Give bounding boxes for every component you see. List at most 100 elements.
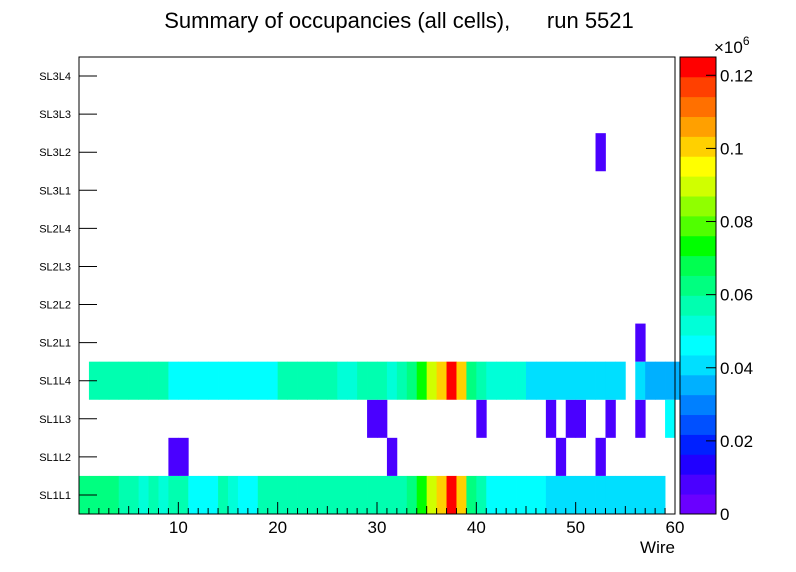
cell-sl1l1-wire-19: [267, 475, 279, 514]
cell-sl1l1-wire-2: [98, 475, 110, 514]
cell-sl1l4-wire-27: [347, 361, 358, 400]
color-scale-band: [680, 335, 716, 356]
cell-sl1l1-wire-15: [228, 475, 239, 514]
x-tick-label-40: 40: [467, 518, 486, 537]
y-tick-label-sl3l4: SL3L4: [39, 71, 71, 83]
cell-sl1l1-wire-27: [347, 475, 358, 514]
cell-sl1l1-wire-42: [496, 475, 507, 514]
cell-sl1l1-wire-23: [307, 475, 318, 514]
cell-sl1l1-wire-11: [188, 475, 199, 514]
cell-sl1l1-wire-20: [277, 475, 288, 514]
cell-sl1l3-wire-56: [635, 399, 646, 438]
cell-sl1l1-wire-8: [158, 475, 169, 514]
cell-sl1l4-wire-3: [108, 361, 120, 400]
color-scale-band: [680, 196, 716, 217]
cell-sl1l1-wire-54: [615, 475, 626, 514]
color-scale-band: [680, 315, 716, 336]
color-scale-tick-label-0.06: 0.06: [720, 286, 753, 305]
cell-sl1l1-wire-34: [416, 475, 428, 514]
y-tick-label-sl1l4: SL1L4: [39, 376, 71, 388]
cell-sl1l1-wire-41: [486, 475, 497, 514]
cell-sl1l1-wire-37: [446, 475, 457, 514]
y-tick-label-sl2l3: SL2L3: [39, 261, 71, 273]
color-scale-tick-label-0: 0: [720, 505, 729, 524]
cell-sl1l1-wire-7: [148, 475, 159, 514]
cell-sl1l4-wire-44: [516, 361, 527, 400]
x-tick-label-30: 30: [368, 518, 387, 537]
cell-sl1l4-wire-24: [317, 361, 328, 400]
y-tick-label-sl3l2: SL3L2: [39, 147, 71, 159]
cell-sl1l2-wire-52: [595, 437, 606, 476]
cell-sl1l4-wire-45: [526, 361, 537, 400]
y-tick-label-sl2l4: SL2L4: [39, 223, 71, 235]
heatmap-cells: [79, 133, 686, 514]
cell-sl1l1-wire-29: [367, 475, 378, 514]
cell-sl1l2-wire-48: [555, 437, 567, 476]
color-scale-band: [680, 434, 716, 455]
cell-sl1l4-wire-38: [456, 361, 467, 400]
color-scale-exponent: ×106: [714, 34, 750, 57]
color-scale-band: [680, 454, 716, 475]
color-scale-band: [680, 57, 716, 78]
cell-sl1l4-wire-39: [466, 361, 477, 400]
cell-sl1l1-wire-38: [456, 475, 467, 514]
cell-sl1l4-wire-17: [247, 361, 259, 400]
cell-sl1l4-wire-15: [228, 361, 239, 400]
x-tick-label-10: 10: [169, 518, 188, 537]
color-scale-band: [680, 414, 716, 435]
cell-sl1l1-wire-52: [595, 475, 606, 514]
y-tick-label-sl3l1: SL3L1: [39, 185, 71, 197]
cell-sl1l4-wire-54: [615, 361, 626, 400]
y-tick-label-sl1l1: SL1L1: [39, 490, 71, 502]
cell-sl1l4-wire-2: [98, 361, 110, 400]
cell-sl1l1-wire-48: [555, 475, 567, 514]
cell-sl1l1-wire-30: [377, 475, 388, 514]
cell-sl1l4-wire-37: [446, 361, 457, 400]
cell-sl1l1-wire-14: [218, 475, 229, 514]
cell-sl1l3-wire-53: [605, 399, 616, 438]
cell-sl1l4-wire-52: [595, 361, 606, 400]
color-scale-band: [680, 76, 716, 98]
cell-sl1l4-wire-40: [476, 361, 487, 400]
cell-sl1l4-wire-22: [297, 361, 308, 400]
cell-sl1l4-wire-58: [655, 361, 666, 400]
cell-sl1l4-wire-32: [396, 361, 408, 400]
cell-sl1l4-wire-53: [605, 361, 616, 400]
cell-sl1l1-wire-17: [247, 475, 259, 514]
cell-sl1l4-wire-26: [337, 361, 348, 400]
y-tick-label-sl1l3: SL1L3: [39, 414, 71, 426]
cell-sl1l4-wire-47: [545, 361, 557, 400]
cell-sl1l4-wire-28: [357, 361, 368, 400]
color-scale-band: [680, 235, 716, 257]
cell-sl1l1-wire-10: [178, 475, 189, 514]
cell-sl1l4-wire-30: [377, 361, 388, 400]
cell-sl1l1-wire-50: [575, 475, 586, 514]
cell-sl1l1-wire-12: [198, 475, 209, 514]
cell-sl1l1-wire-28: [357, 475, 368, 514]
cell-sl1l1-wire-5: [128, 475, 139, 514]
cell-sl1l1-wire-43: [506, 475, 517, 514]
cell-sl1l2-wire-31: [386, 437, 398, 476]
cell-sl1l1-wire-44: [516, 475, 527, 514]
color-scale-tick-label-0.12: 0.12: [720, 66, 753, 85]
cell-sl1l1-wire-9: [168, 475, 179, 514]
cell-sl1l4-wire-59: [665, 361, 676, 400]
cell-sl1l4-wire-4: [118, 361, 130, 400]
color-scale-tick-label-0.1: 0.1: [720, 139, 744, 158]
cell-sl1l4-wire-41: [486, 361, 497, 400]
cell-sl1l4-wire-43: [506, 361, 517, 400]
cell-sl1l4-wire-12: [198, 361, 209, 400]
cell-sl1l4-wire-8: [158, 361, 169, 400]
color-scale-frame: [679, 56, 717, 515]
cell-sl1l1-wire-6: [138, 475, 149, 514]
cell-sl1l4-wire-19: [267, 361, 279, 400]
cell-sl1l4-wire-18: [257, 361, 269, 400]
color-scale-band: [680, 96, 716, 118]
color-scale-band: [680, 374, 716, 396]
color-scale-tick-label-0.04: 0.04: [720, 359, 753, 378]
cell-sl1l3-wire-29: [367, 399, 378, 438]
cell-sl1l3-wire-30: [377, 399, 388, 438]
x-tick-label-20: 20: [268, 518, 287, 537]
cell-sl1l4-wire-10: [178, 361, 189, 400]
